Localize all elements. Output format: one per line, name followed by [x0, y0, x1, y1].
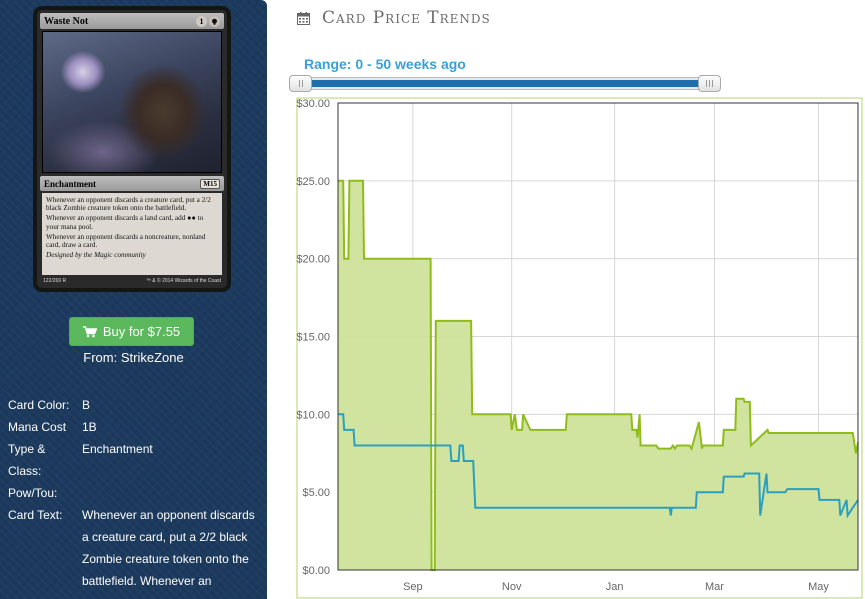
slider-handle-end[interactable]	[698, 75, 721, 92]
card-details: Card Color: B Mana Cost 1B Type & Class:…	[8, 394, 260, 599]
range-value: 0 - 50 weeks ago	[355, 56, 466, 72]
x-tick-label: May	[808, 581, 829, 593]
y-tick-label: $20.00	[296, 254, 330, 266]
vendor-label: From: StrikeZone	[83, 350, 184, 365]
card-rule-2: Whenever an opponent discards a land car…	[46, 214, 204, 231]
calendar-icon	[297, 11, 310, 25]
set-symbol: M15	[200, 178, 220, 189]
series-area-paper	[338, 180, 858, 571]
detail-row-pow-tou: Pow/Tou:	[8, 482, 260, 504]
detail-row-card-text: Card Text: Whenever an opponent discards…	[8, 504, 260, 599]
detail-value	[82, 482, 260, 504]
x-tick-label: Jan	[606, 581, 624, 593]
sidebar: Waste Not 1 Enchantment M15 Whenever an …	[0, 0, 267, 599]
card-type-bar: Enchantment M15	[40, 176, 224, 191]
card-copyright: ™ & © 2014 Wizards of the Coast	[145, 278, 221, 284]
buy-button-label: Buy for $7.55	[102, 324, 181, 339]
y-tick-label: $0.00	[302, 565, 330, 577]
plot-border	[337, 102, 859, 571]
x-tick-label: Sep	[403, 581, 423, 593]
detail-label: Pow/Tou:	[8, 486, 58, 500]
detail-label: Card Text:	[8, 508, 63, 522]
detail-value: 1B	[82, 420, 97, 434]
y-tick-label: $10.00	[296, 409, 330, 421]
range-label-prefix: Range:	[304, 56, 352, 72]
detail-value: Whenever an opponent discards a creature…	[82, 508, 255, 599]
section-header: Card Price Trends	[297, 8, 491, 28]
x-tick-label: Nov	[502, 581, 522, 593]
y-tick-label: $5.00	[302, 487, 330, 499]
y-tick-label: $25.00	[296, 176, 330, 188]
buy-button[interactable]: Buy for $7.55	[69, 317, 194, 346]
range-label: Range: 0 - 50 weeks ago	[304, 56, 466, 72]
detail-row-type: Type & Class: Enchantment	[8, 438, 260, 482]
detail-value: B	[82, 398, 91, 412]
detail-value: Enchantment	[82, 442, 153, 456]
card-image[interactable]: Waste Not 1 Enchantment M15 Whenever an …	[33, 6, 231, 292]
cart-icon	[82, 325, 97, 337]
card-rule-3: Whenever an opponent discards a noncreat…	[46, 232, 206, 250]
detail-label: Mana Cost	[8, 420, 67, 434]
detail-row-mana-cost: Mana Cost 1B	[8, 416, 260, 438]
card-footer: 122/269 R ™ & © 2014 Wizards of the Coas…	[43, 276, 221, 286]
y-tick-label: $30.00	[296, 98, 330, 110]
card-rule-1: Whenever an opponent discards a creature…	[46, 196, 211, 213]
series-line-foil	[338, 413, 859, 519]
mana-black-icon	[209, 15, 220, 27]
mana-cost: 1	[196, 15, 220, 27]
detail-row-color: Card Color: B	[8, 394, 260, 416]
card-name: Waste Not	[44, 15, 89, 27]
range-slider[interactable]	[289, 75, 721, 92]
detail-label: Card Color:	[8, 398, 70, 412]
y-tick-label: $15.00	[296, 332, 330, 344]
card-art	[42, 31, 222, 173]
x-tick-label: Mar	[705, 581, 724, 593]
card-flavor: Designed by the Magic community	[46, 251, 146, 260]
slider-handle-start[interactable]	[289, 75, 312, 92]
card-type-line: Enchantment	[44, 178, 97, 189]
collector-number: 122/269 R	[43, 278, 67, 284]
page-title: Card Price Trends	[322, 8, 491, 28]
card-textbox: Whenever an opponent discards a creature…	[42, 193, 222, 275]
price-chart: $0.00 $5.00 $10.00 $15.00 $20.00 $25.00 $30.00…	[296, 97, 863, 599]
detail-label: Type & Class:	[8, 442, 46, 478]
mana-generic-icon: 1	[196, 15, 207, 27]
card-frame: Waste Not 1 Enchantment M15 Whenever an …	[37, 10, 227, 288]
slider-fill	[308, 80, 708, 87]
card-title-bar: Waste Not 1	[40, 13, 224, 29]
price-chart-svg: $0.00 $5.00 $10.00 $15.00 $20.00 $25.00 $30.00…	[296, 97, 863, 599]
